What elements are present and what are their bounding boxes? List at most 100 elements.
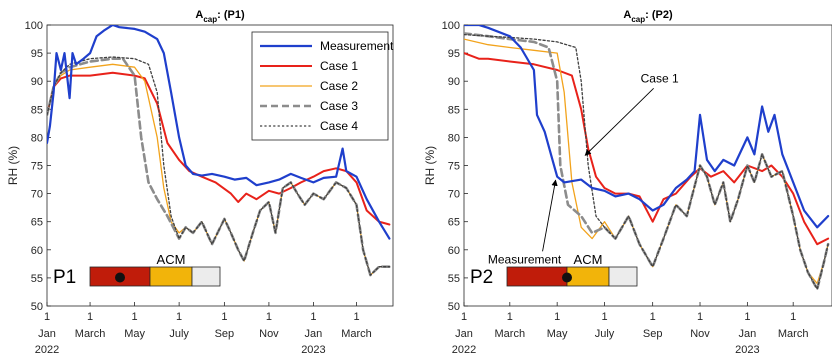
chart-title-subscript: cap (203, 15, 217, 24)
x-tick-label-day: 1 (353, 311, 359, 323)
x-tick-label-month: July (595, 328, 615, 340)
chart-title-rest: : (P2) (645, 9, 673, 21)
x-tick-label-month: May (547, 328, 568, 340)
series-group (464, 25, 830, 291)
y-tick-label: 60 (31, 245, 43, 257)
y-tick-label: 80 (31, 132, 43, 144)
x-tick-label-month: Jan (455, 328, 473, 340)
legend: Measurement Case 1 Case 2 Case 3 Case 4 (251, 31, 394, 141)
inset-position-label: P2 (470, 267, 493, 288)
y-tick-label: 60 (448, 245, 460, 257)
chart-title: Acap: (P2) (623, 9, 673, 24)
y-tick-label: 70 (31, 189, 43, 201)
x-tick-label-day: 1 (744, 311, 750, 323)
y-axis-title: RH (%) (423, 146, 437, 185)
inset-layer (506, 266, 568, 287)
y-tick-label: 95 (448, 48, 460, 60)
y-tick-label: 65 (31, 217, 43, 229)
x-tick-label-day: 1 (266, 311, 272, 323)
chart-title-rest: : (P1) (217, 9, 245, 21)
y-tick-label: 55 (31, 273, 43, 285)
x-tick-label-month: Sep (643, 328, 663, 340)
x-tick-label-month: March (778, 328, 809, 340)
y-tick-label: 55 (448, 273, 460, 285)
x-tick-label-month: March (75, 328, 106, 340)
x-tick-label-month: Jan (38, 328, 56, 340)
x-tick-label-day: 1 (601, 311, 607, 323)
inset-layer (149, 266, 193, 287)
inset-acm-label: ACM (574, 252, 603, 267)
x-tick-label-month: Jan (305, 328, 323, 340)
inset-layer (608, 266, 638, 287)
x-tick-label-day: 1 (697, 311, 703, 323)
annotation-arrow (542, 179, 558, 252)
x-tick-label-month: March (341, 328, 372, 340)
x-tick-label-day: 1 (176, 311, 182, 323)
chart-title-base: A (195, 9, 203, 21)
chart-title-base: A (623, 9, 631, 21)
x-year-label: 2022 (35, 344, 59, 356)
sensor-dot (115, 272, 125, 283)
x-tick-label-day: 1 (650, 311, 656, 323)
y-tick-label: 100 (25, 20, 43, 32)
y-tick-label: 50 (448, 301, 460, 313)
x-tick-label-month: May (124, 328, 145, 340)
series-line-measurement (464, 25, 830, 229)
y-tick-label: 80 (448, 132, 460, 144)
x-tick-label-day: 1 (44, 311, 50, 323)
wall-inset: P2 ACM (470, 252, 638, 288)
x-tick-label-day: 1 (507, 311, 513, 323)
y-tick-label: 65 (448, 217, 460, 229)
legend-entry: Case 3 (320, 99, 358, 113)
x-year-label: 2023 (301, 344, 325, 356)
x-tick-label-day: 1 (790, 311, 796, 323)
chart-panel-p2: 50 55 60 65 70 75 80 85 90 95 100 1 Jan 1 March 1 May 1 Ju… (423, 9, 832, 356)
x-tick-label-month: March (495, 328, 526, 340)
x-tick-label-month: July (169, 328, 189, 340)
series-group (47, 25, 391, 277)
sensor-dot (562, 272, 572, 283)
x-tick-label-day: 1 (132, 311, 138, 323)
y-tick-label: 70 (448, 189, 460, 201)
inset-layer (191, 266, 221, 287)
legend-entry: Measurement (320, 39, 394, 53)
x-tick-label-day: 1 (221, 311, 227, 323)
inset-layer (566, 266, 610, 287)
y-tick-label: 75 (31, 161, 43, 173)
series-line-case-1 (464, 52, 830, 246)
x-tick-label-day: 1 (310, 311, 316, 323)
annotation-label: Case 1 (641, 71, 679, 85)
y-tick-label: 75 (448, 161, 460, 173)
chart-title: Acap: (P1) (195, 9, 245, 24)
x-year-label: 2023 (735, 344, 759, 356)
y-tick-label: 90 (448, 76, 460, 88)
x-tick-label-month: Jan (739, 328, 757, 340)
y-tick-label: 90 (31, 76, 43, 88)
y-tick-label: 85 (448, 104, 460, 116)
annotation-label: Measurement (488, 252, 562, 266)
x-tick-label-day: 1 (461, 311, 467, 323)
x-tick-label-month: Nov (259, 328, 279, 340)
inset-acm-label: ACM (157, 252, 186, 267)
x-tick-label-month: Sep (215, 328, 235, 340)
legend-entry: Case 2 (320, 79, 358, 93)
x-tick-label-day: 1 (87, 311, 93, 323)
x-tick-label-day: 1 (554, 311, 560, 323)
chart-panel-p1: 50 55 60 65 70 75 80 85 90 95 100 1 Jan 1 March 1 May 1 Ju… (6, 9, 394, 356)
series-line-case-4 (464, 33, 829, 290)
inset-position-label: P1 (53, 267, 76, 288)
wall-inset: P1 ACM (53, 252, 221, 288)
y-tick-label: 95 (31, 48, 43, 60)
x-tick-label-month: Nov (690, 328, 710, 340)
chart-title-subscript: cap (631, 15, 645, 24)
legend-entry: Case 1 (320, 59, 358, 73)
x-year-label: 2022 (452, 344, 476, 356)
series-line-measurement (47, 25, 391, 240)
y-tick-label: 85 (31, 104, 43, 116)
y-tick-label: 50 (31, 301, 43, 313)
y-axis-title: RH (%) (6, 146, 20, 185)
y-tick-label: 100 (442, 20, 460, 32)
series-line-case-4 (47, 56, 391, 276)
annotation-arrow (584, 88, 654, 156)
